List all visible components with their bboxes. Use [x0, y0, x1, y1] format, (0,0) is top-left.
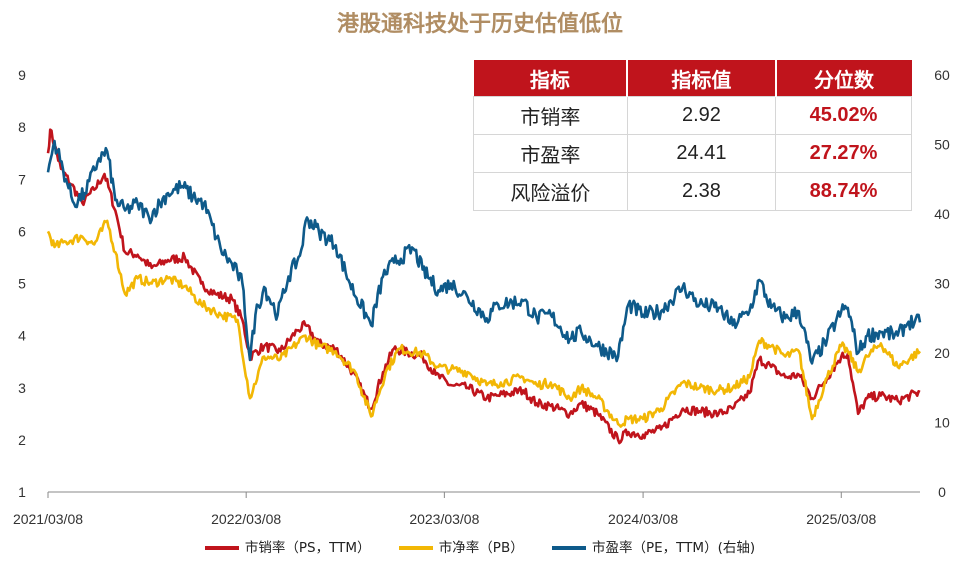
chart-title: 港股通科技处于历史估值低位 — [336, 11, 623, 37]
chart-axes: 1 2 3 4 5 6 7 8 9 0 10 20 30 40 50 60 2021/03/08 2022/03/… — [13, 67, 950, 527]
table-header-row: 指标 指标值 分位数 — [473, 60, 912, 97]
y-tick-label-right: 50 — [934, 137, 950, 153]
y-tick-label-left: 2 — [18, 432, 26, 448]
y-tick-label-left: 9 — [18, 67, 26, 83]
table-cell-percentile: 45.02% — [775, 96, 912, 135]
table-cell-percentile: 88.74% — [775, 172, 912, 211]
y-tick-label-right: 20 — [934, 345, 950, 361]
legend-label-ps: 市销率（PS，TTM） — [244, 540, 371, 556]
y-tick-label-right: 40 — [934, 206, 950, 222]
table-cell-name: 市销率 — [473, 96, 628, 135]
table-header-value: 指标值 — [627, 60, 777, 97]
legend-label-pb: 市净率（PB） — [438, 540, 524, 556]
x-tick-label: 2025/03/08 — [806, 511, 876, 527]
table-row: 市盈率 24.41 27.27% — [473, 134, 912, 173]
legend-swatch-pb — [398, 546, 433, 550]
legend-item-pe: 市盈率（PE，TTM）(右轴) — [552, 536, 755, 556]
table-cell-name: 风险溢价 — [473, 172, 628, 211]
table-cell-value: 2.38 — [626, 172, 777, 211]
table-cell-percentile: 27.27% — [775, 134, 912, 173]
x-tick-label: 2022/03/08 — [211, 511, 281, 527]
y-tick-label-left: 4 — [18, 328, 26, 344]
valuation-table: 指标 指标值 分位数 市销率 2.92 45.02% 市盈率 24.41 27.… — [473, 60, 912, 211]
y-tick-label-left: 8 — [18, 119, 26, 135]
series-line-1 — [46, 219, 922, 428]
x-tick-label: 2024/03/08 — [608, 511, 678, 527]
y-tick-label-right: 30 — [934, 276, 950, 292]
legend-swatch-pe — [552, 546, 586, 550]
table-row: 市销率 2.92 45.02% — [473, 96, 912, 135]
y-tick-label-left: 3 — [18, 380, 26, 396]
chart-series — [46, 128, 922, 445]
legend-label-pe: 市盈率（PE，TTM）(右轴) — [592, 540, 756, 556]
x-tick-label: 2021/03/08 — [13, 511, 83, 527]
y-tick-label-left: 6 — [18, 223, 26, 239]
y-tick-label-right: 10 — [934, 415, 950, 431]
table-header-percentile: 分位数 — [775, 60, 912, 97]
legend-item-pb: 市净率（PB） — [398, 536, 524, 556]
y-tick-label-left: 1 — [18, 484, 26, 500]
table-cell-value: 2.92 — [626, 96, 777, 135]
legend-item-ps: 市销率（PS，TTM） — [204, 536, 371, 556]
y-tick-label-right: 0 — [938, 484, 946, 500]
table-cell-value: 24.41 — [626, 134, 777, 173]
legend-swatch-ps — [204, 546, 239, 550]
table-cell-name: 市盈率 — [473, 134, 628, 173]
series-line-0 — [46, 128, 921, 445]
table-row: 风险溢价 2.38 88.74% — [473, 172, 912, 211]
chart-legend: 市销率（PS，TTM） 市净率（PB） 市盈率（PE，TTM）(右轴) — [0, 536, 960, 556]
y-tick-label-right: 60 — [934, 67, 950, 83]
series-line-2 — [46, 139, 922, 365]
y-tick-label-left: 7 — [18, 171, 26, 187]
y-tick-label-left: 5 — [18, 276, 26, 292]
table-header-indicator: 指标 — [473, 60, 629, 97]
x-tick-label: 2023/03/08 — [409, 511, 479, 527]
